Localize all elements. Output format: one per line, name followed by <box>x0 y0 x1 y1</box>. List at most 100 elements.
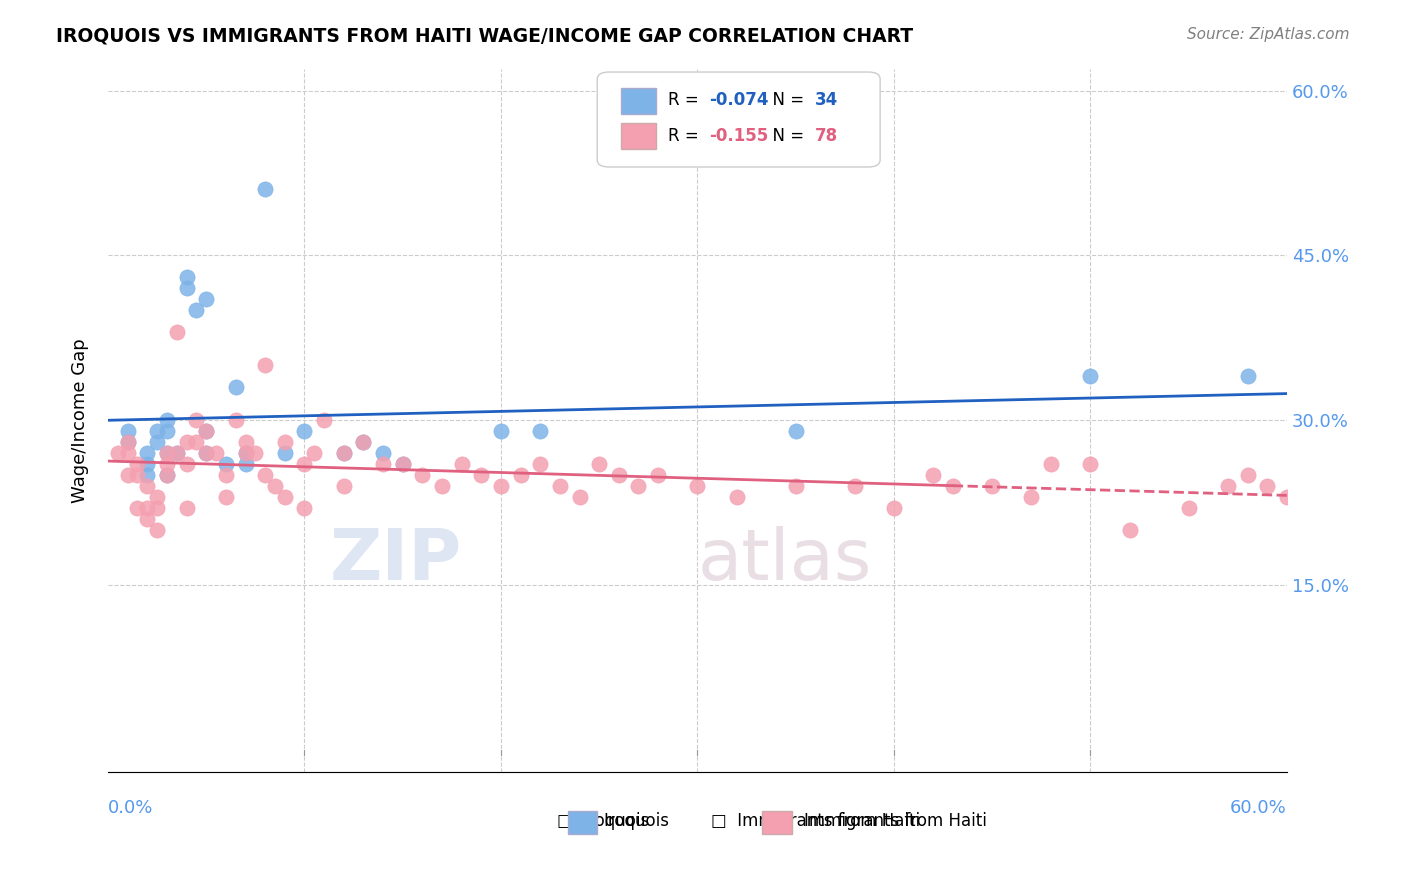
Point <box>186 303 208 318</box>
Point <box>225 413 247 427</box>
Point <box>235 435 257 450</box>
Point <box>136 479 159 493</box>
Point <box>371 446 394 460</box>
Point <box>785 479 807 493</box>
Point <box>127 457 149 471</box>
Point <box>922 468 945 483</box>
Text: 0.0%: 0.0% <box>108 799 153 817</box>
Text: Immigrants from Haiti: Immigrants from Haiti <box>803 813 987 830</box>
Point <box>235 446 257 460</box>
Point <box>195 424 218 438</box>
Point <box>450 457 472 471</box>
Point <box>1040 457 1063 471</box>
Point <box>294 457 316 471</box>
Point <box>470 468 492 483</box>
Point <box>225 380 247 394</box>
Point <box>235 457 257 471</box>
Point <box>607 468 630 483</box>
Point <box>294 501 316 516</box>
Point <box>127 468 149 483</box>
Point <box>274 446 297 460</box>
Point <box>136 468 159 483</box>
Text: atlas: atlas <box>697 526 872 596</box>
Point <box>568 490 591 504</box>
Point <box>647 468 669 483</box>
Point <box>117 435 139 450</box>
Point <box>166 446 188 460</box>
Point <box>245 446 267 460</box>
Point <box>235 446 257 460</box>
Point <box>391 457 413 471</box>
Text: -0.155: -0.155 <box>709 127 769 145</box>
Point <box>107 446 129 460</box>
Point <box>1216 479 1239 493</box>
Text: N =: N = <box>762 91 810 109</box>
Point <box>195 293 218 307</box>
Point <box>215 490 238 504</box>
Text: □  Immigrants from Haiti: □ Immigrants from Haiti <box>711 813 920 830</box>
Point <box>254 182 277 196</box>
Point <box>146 435 169 450</box>
FancyBboxPatch shape <box>621 123 657 150</box>
Point <box>156 457 179 471</box>
Point <box>254 359 277 373</box>
Text: 34: 34 <box>815 91 838 109</box>
Point <box>274 490 297 504</box>
Point <box>176 501 198 516</box>
Point <box>156 413 179 427</box>
Point <box>186 413 208 427</box>
Point <box>352 435 374 450</box>
Point <box>156 468 179 483</box>
Text: 78: 78 <box>815 127 838 145</box>
FancyBboxPatch shape <box>568 811 598 834</box>
Point <box>156 468 179 483</box>
Point <box>1080 457 1102 471</box>
Point <box>1236 468 1258 483</box>
Point <box>1256 479 1278 493</box>
Point <box>725 490 748 504</box>
Point <box>156 446 179 460</box>
Y-axis label: Wage/Income Gap: Wage/Income Gap <box>72 338 89 502</box>
Point <box>186 435 208 450</box>
Point <box>529 424 551 438</box>
Point <box>548 479 571 493</box>
Point <box>294 424 316 438</box>
Text: ZIP: ZIP <box>329 526 461 596</box>
Point <box>146 501 169 516</box>
Point <box>391 457 413 471</box>
Point <box>1021 490 1043 504</box>
Point <box>686 479 709 493</box>
Point <box>844 479 866 493</box>
Point <box>1295 479 1317 493</box>
Point <box>117 446 139 460</box>
Point <box>1177 501 1199 516</box>
Point <box>1236 369 1258 384</box>
Point <box>1080 369 1102 384</box>
Point <box>489 424 512 438</box>
Point <box>314 413 336 427</box>
Point <box>156 446 179 460</box>
Point <box>627 479 650 493</box>
Point <box>430 479 453 493</box>
Point <box>332 446 354 460</box>
Point <box>352 435 374 450</box>
Point <box>195 446 218 460</box>
Point <box>136 501 159 516</box>
Point <box>489 479 512 493</box>
Point <box>195 446 218 460</box>
Point <box>156 424 179 438</box>
Text: R =: R = <box>668 127 704 145</box>
Text: Source: ZipAtlas.com: Source: ZipAtlas.com <box>1187 27 1350 42</box>
Point <box>1118 523 1140 537</box>
Point <box>254 468 277 483</box>
Point <box>529 457 551 471</box>
Point <box>332 446 354 460</box>
FancyBboxPatch shape <box>762 811 792 834</box>
Point <box>981 479 1004 493</box>
FancyBboxPatch shape <box>621 87 657 114</box>
Text: Iroquois: Iroquois <box>603 813 669 830</box>
Point <box>117 435 139 450</box>
Point <box>942 479 965 493</box>
Text: -0.074: -0.074 <box>709 91 769 109</box>
Point <box>146 523 169 537</box>
